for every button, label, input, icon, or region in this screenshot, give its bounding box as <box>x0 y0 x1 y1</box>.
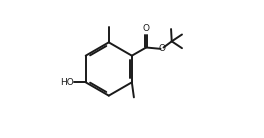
Text: O: O <box>143 24 150 33</box>
Text: O: O <box>159 44 166 53</box>
Text: HO: HO <box>60 78 73 87</box>
